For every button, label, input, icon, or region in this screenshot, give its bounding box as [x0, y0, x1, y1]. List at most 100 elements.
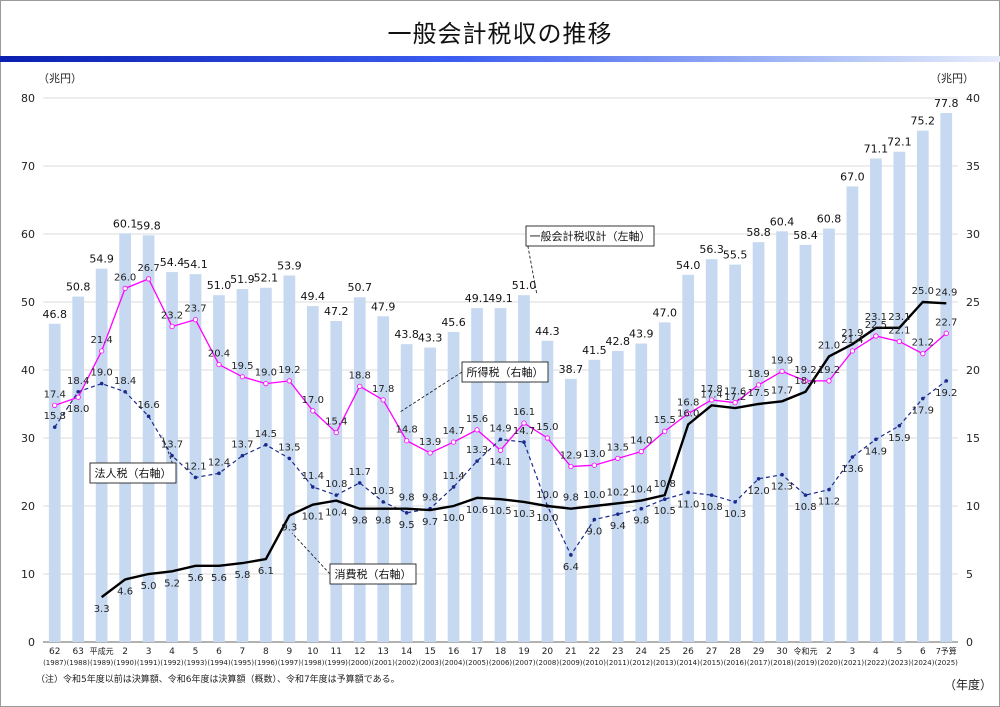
point-income	[544, 435, 551, 441]
label-income: 19.5	[231, 361, 253, 372]
point-income	[75, 394, 81, 400]
callout-text: 所得税（右軸）	[467, 365, 544, 379]
y-tick-left: 30	[21, 432, 35, 445]
point-corporate	[287, 456, 292, 461]
label-total: 58.8	[746, 226, 771, 239]
label-income: 18.0	[67, 404, 89, 415]
label-corporate: 11.2	[818, 497, 840, 508]
x-tick-year: (1999)	[325, 659, 349, 667]
point-corporate	[381, 500, 385, 504]
x-tick-label: 30	[776, 647, 788, 657]
line-series	[52, 276, 949, 599]
label-total: 45.6	[441, 316, 466, 329]
x-tick-year: (2007)	[512, 659, 536, 667]
point-corporate	[404, 511, 409, 515]
label-total: 56.3	[699, 243, 724, 256]
label-income: 18.9	[747, 369, 769, 380]
point-income	[216, 361, 222, 368]
label-consumption: 24.9	[935, 287, 957, 298]
label-income: 15.6	[466, 414, 488, 425]
label-corporate: 14.9	[865, 446, 887, 457]
label-consumption: 10.2	[607, 487, 629, 498]
label-income: 12.9	[560, 451, 582, 462]
label-income: 14.1	[489, 457, 511, 468]
point-income	[896, 338, 902, 345]
point-income	[568, 463, 574, 470]
label-corporate: 13.3	[466, 445, 488, 456]
point-corporate	[451, 485, 456, 489]
point-corporate	[944, 379, 949, 383]
x-tick-year: (1997)	[278, 659, 302, 667]
label-consumption: 9.8	[399, 493, 415, 504]
label-total: 43.8	[394, 328, 419, 341]
x-tick-year: (2009)	[559, 659, 583, 667]
point-corporate	[592, 517, 597, 522]
bar-total	[658, 322, 671, 642]
page-title: 一般会計税収の推移	[387, 20, 613, 48]
point-corporate	[76, 389, 80, 394]
bar-total	[823, 228, 835, 642]
label-income: 23.2	[161, 310, 183, 321]
x-tick-label: 10	[307, 647, 319, 657]
x-tick-label: 17	[471, 647, 482, 657]
x-tick-year: (2020)	[817, 659, 841, 667]
x-tick-year: (2019)	[794, 659, 818, 667]
label-income: 23.7	[184, 304, 206, 315]
x-tick-label: 19	[518, 647, 530, 657]
label-consumption: 10.0	[583, 490, 605, 501]
label-total: 47.0	[652, 306, 677, 319]
label-corporate: 13.7	[231, 440, 253, 451]
point-income	[263, 380, 269, 387]
point-corporate	[240, 453, 245, 458]
label-total: 67.0	[840, 170, 865, 183]
x-tick-label: 5	[896, 647, 902, 657]
point-corporate	[921, 396, 925, 401]
label-consumption: 4.6	[117, 586, 133, 597]
label-consumption: 17.4	[701, 389, 723, 400]
bar-total	[48, 323, 61, 642]
label-consumption: 16.0	[677, 408, 699, 419]
label-total: 50.7	[347, 281, 372, 294]
point-income	[450, 439, 457, 445]
label-income: 26.7	[137, 263, 159, 274]
x-tick-year: (2023)	[888, 659, 912, 667]
x-tick-year: (2013)	[653, 659, 677, 667]
x-tick-year: (1998)	[301, 659, 325, 667]
x-tick-year: (2005)	[465, 659, 489, 667]
label-income: 21.4	[91, 335, 113, 346]
label-income: 19.2	[818, 365, 840, 376]
x-tick-label: 29	[753, 647, 765, 657]
bar-total	[471, 308, 483, 642]
label-corporate: 14.7	[513, 426, 535, 437]
label-total: 49.4	[301, 290, 326, 303]
x-tick-label: 9	[286, 647, 292, 657]
label-total: 58.4	[793, 229, 818, 242]
x-tick-label: 2	[826, 647, 832, 657]
point-corporate	[146, 414, 151, 419]
label-corporate: 18.4	[67, 376, 89, 387]
label-consumption: 10.0	[536, 513, 558, 524]
label-total: 47.2	[324, 305, 349, 318]
label-corporate: 9.8	[633, 516, 649, 527]
bar-total	[494, 308, 507, 642]
bar-total	[306, 306, 319, 642]
label-consumption: 9.8	[375, 516, 391, 527]
label-consumption: 17.5	[747, 388, 769, 399]
bar-total	[236, 289, 249, 642]
x-tick-year: (2022)	[864, 659, 888, 667]
point-corporate	[217, 471, 221, 476]
label-total: 53.9	[277, 259, 302, 272]
point-income	[709, 397, 715, 403]
x-tick-year: (1987)	[43, 659, 67, 667]
bar-total	[799, 244, 812, 642]
point-corporate	[52, 425, 57, 429]
label-income: 16.8	[677, 398, 699, 409]
label-total: 50.8	[66, 281, 91, 294]
point-income	[638, 448, 644, 455]
label-corporate: 10.8	[701, 502, 723, 513]
label-corporate: 11.7	[349, 467, 371, 478]
callout-text: 消費税（右軸）	[335, 567, 412, 581]
x-tick-label: 8	[263, 647, 269, 657]
footnote: （注）令和5年度以前は決算額、令和6年度は決算額（概数）、令和7年度は予算額であ…	[36, 675, 400, 685]
